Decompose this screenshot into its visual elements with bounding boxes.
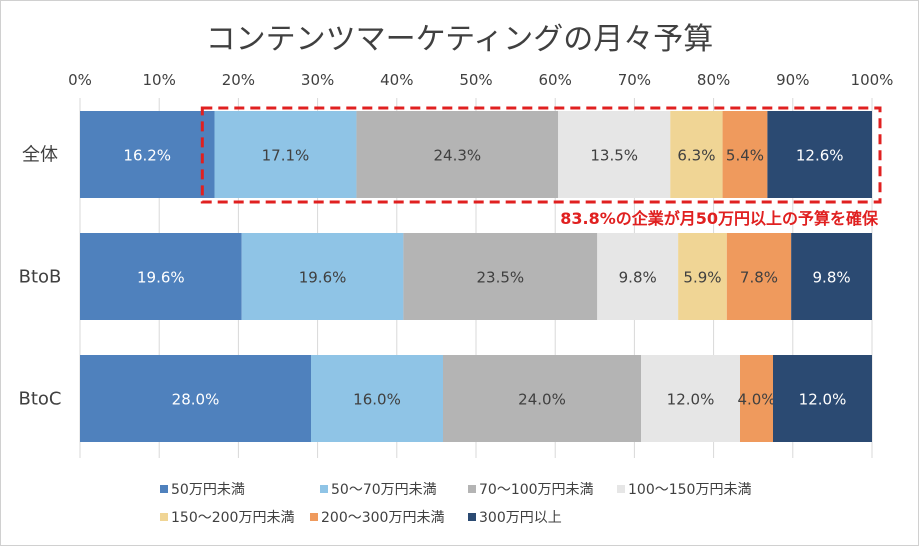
data-label: 17.1%	[262, 147, 310, 165]
x-tick-label: 80%	[697, 71, 730, 89]
bar-segment	[241, 233, 404, 320]
bar-segment	[722, 111, 768, 198]
legend-swatch	[310, 513, 318, 521]
bar-segment	[80, 355, 311, 442]
data-label: 7.8%	[740, 269, 778, 287]
legend-label: 100～150万円未満	[628, 482, 751, 498]
data-label: 16.0%	[353, 391, 401, 409]
data-label: 9.8%	[619, 269, 657, 287]
bar-segment	[403, 233, 598, 320]
data-label: 24.0%	[518, 391, 566, 409]
legend-swatch	[160, 513, 168, 521]
bar-segment	[773, 355, 872, 442]
data-label: 12.0%	[667, 391, 715, 409]
legend-label: 50～70万円未満	[331, 482, 437, 498]
x-tick-label: 10%	[143, 71, 176, 89]
bar-segment	[670, 111, 723, 198]
data-label: 5.9%	[683, 269, 721, 287]
x-tick-label: 50%	[459, 71, 492, 89]
data-label: 12.6%	[796, 147, 844, 165]
data-label: 9.8%	[813, 269, 851, 287]
x-tick-label: 30%	[301, 71, 334, 89]
legend-swatch	[468, 513, 476, 521]
data-label: 19.6%	[299, 269, 347, 287]
legend-label: 200～300万円未満	[321, 510, 444, 526]
legend-swatch	[468, 485, 476, 493]
data-label: 4.0%	[737, 391, 775, 409]
data-label: 13.5%	[590, 147, 638, 165]
bar-segment	[678, 233, 727, 320]
annotation-text: 83.8%の企業が月50万円以上の予算を確保	[560, 209, 879, 228]
x-tick-label: 60%	[539, 71, 572, 89]
legend-label: 150～200万円未満	[171, 510, 294, 526]
legend-swatch	[617, 485, 625, 493]
bar-segment	[214, 111, 357, 198]
bar-segment	[597, 233, 679, 320]
x-tick-label: 0%	[68, 71, 92, 89]
category-label: BtoB	[19, 267, 62, 288]
x-tick-label: 70%	[618, 71, 651, 89]
legend-label: 300万円以上	[479, 510, 562, 526]
bar-segment	[740, 355, 773, 442]
bar-segment	[80, 111, 215, 198]
data-label: 23.5%	[477, 269, 525, 287]
data-label: 12.0%	[799, 391, 847, 409]
chart-title: コンテンツマーケティングの月々予算	[205, 22, 714, 57]
x-tick-label: 40%	[380, 71, 413, 89]
category-label: BtoC	[19, 389, 62, 410]
x-tick-label: 90%	[776, 71, 809, 89]
data-label: 5.4%	[726, 147, 764, 165]
legend-label: 70～100万円未満	[479, 482, 594, 498]
bar-segment	[791, 233, 872, 320]
data-label: 16.2%	[123, 147, 171, 165]
bar-segment	[443, 355, 641, 442]
x-tick-label: 20%	[222, 71, 255, 89]
category-label: 全体	[22, 145, 58, 166]
bar-segment	[311, 355, 443, 442]
bar-segment	[80, 233, 242, 320]
bar-segment	[558, 111, 671, 198]
data-label: 6.3%	[677, 147, 715, 165]
legend-label: 50万円未満	[171, 482, 245, 498]
x-tick-label: 100%	[851, 71, 894, 89]
bar-segment	[641, 355, 740, 442]
bar-segment	[767, 111, 872, 198]
bar-segment	[726, 233, 792, 320]
bar-segment	[356, 111, 559, 198]
data-label: 24.3%	[433, 147, 481, 165]
data-label: 19.6%	[137, 269, 185, 287]
data-label: 28.0%	[172, 391, 220, 409]
highlight-box	[200, 106, 882, 204]
legend-swatch	[160, 485, 168, 493]
legend-swatch	[320, 485, 328, 493]
